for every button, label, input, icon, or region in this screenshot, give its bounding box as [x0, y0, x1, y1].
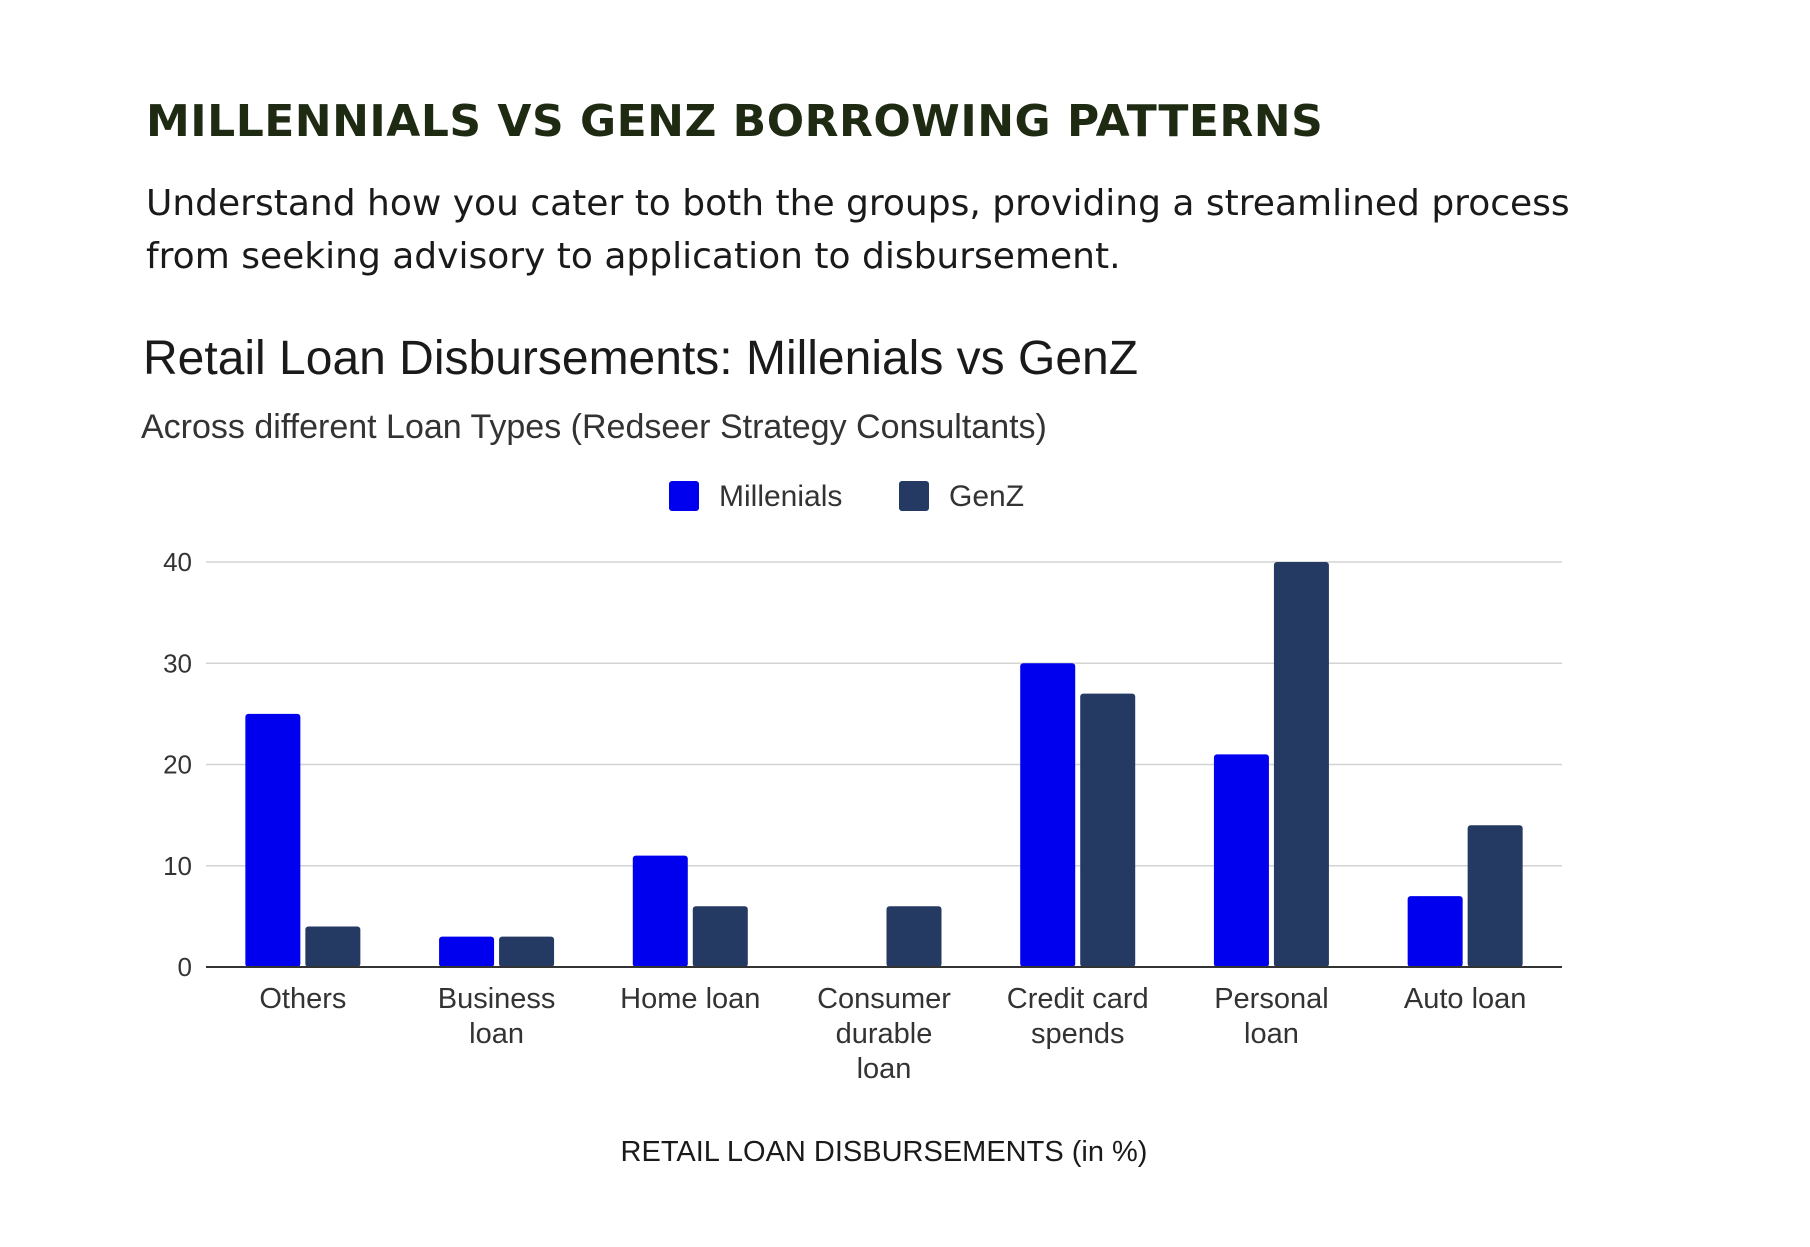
chart-title: Retail Loan Disbursements: Millenials vs…	[143, 332, 1138, 385]
x-category-label: Credit card	[1007, 983, 1149, 1015]
y-axis-ticks: 0 10 20 30 40	[163, 547, 192, 982]
y-tick-label: 10	[163, 851, 192, 881]
chart-subtitle: Across different Loan Types (Redseer Str…	[141, 408, 1047, 446]
legend-swatch-genz	[899, 481, 929, 511]
bar-millenials-0	[245, 713, 301, 967]
x-category-label: Auto loan	[1404, 983, 1527, 1015]
bar-genz-0	[305, 926, 361, 967]
x-category-label: loan	[469, 1018, 524, 1050]
bar-millenials-1	[439, 936, 495, 967]
y-tick-label: 40	[163, 547, 192, 577]
x-category-label: spends	[1031, 1018, 1125, 1050]
bar-millenials-5	[1213, 754, 1269, 967]
bar-millenials-2	[632, 855, 688, 967]
legend: Millenials GenZ	[669, 480, 1024, 513]
bar-genz-3	[886, 906, 942, 967]
legend-label-millenials: Millenials	[719, 480, 842, 513]
x-category-label: Others	[259, 983, 346, 1015]
x-category-label: Home loan	[620, 983, 760, 1015]
x-axis-title: RETAIL LOAN DISBURSEMENTS (in %)	[621, 1136, 1148, 1168]
page-intro-text: Understand how you cater to both the gro…	[146, 183, 1570, 277]
legend-swatch-millenials	[669, 481, 699, 511]
y-tick-label: 20	[163, 750, 192, 780]
x-category-label: Consumer	[817, 983, 951, 1015]
bars	[245, 562, 1523, 967]
bar-millenials-4	[1020, 663, 1076, 967]
y-tick-label: 30	[163, 648, 192, 678]
x-category-label: Personal	[1214, 983, 1328, 1015]
x-category-label: loan	[857, 1053, 912, 1085]
x-category-label: Business	[438, 983, 556, 1015]
page-headline: MILLENNIALS VS GENZ BORROWING PATTERNS	[146, 96, 1324, 147]
gridlines	[206, 561, 1562, 867]
bar-millenials-6	[1407, 896, 1463, 967]
y-tick-label: 0	[178, 952, 192, 982]
bar-genz-6	[1467, 825, 1523, 967]
bar-genz-1	[499, 936, 555, 967]
bar-genz-5	[1273, 562, 1329, 967]
x-category-label: durable	[836, 1018, 933, 1050]
bar-genz-4	[1080, 693, 1136, 967]
legend-label-genz: GenZ	[949, 480, 1024, 513]
x-category-label: loan	[1244, 1018, 1299, 1050]
bar-genz-2	[692, 906, 748, 967]
